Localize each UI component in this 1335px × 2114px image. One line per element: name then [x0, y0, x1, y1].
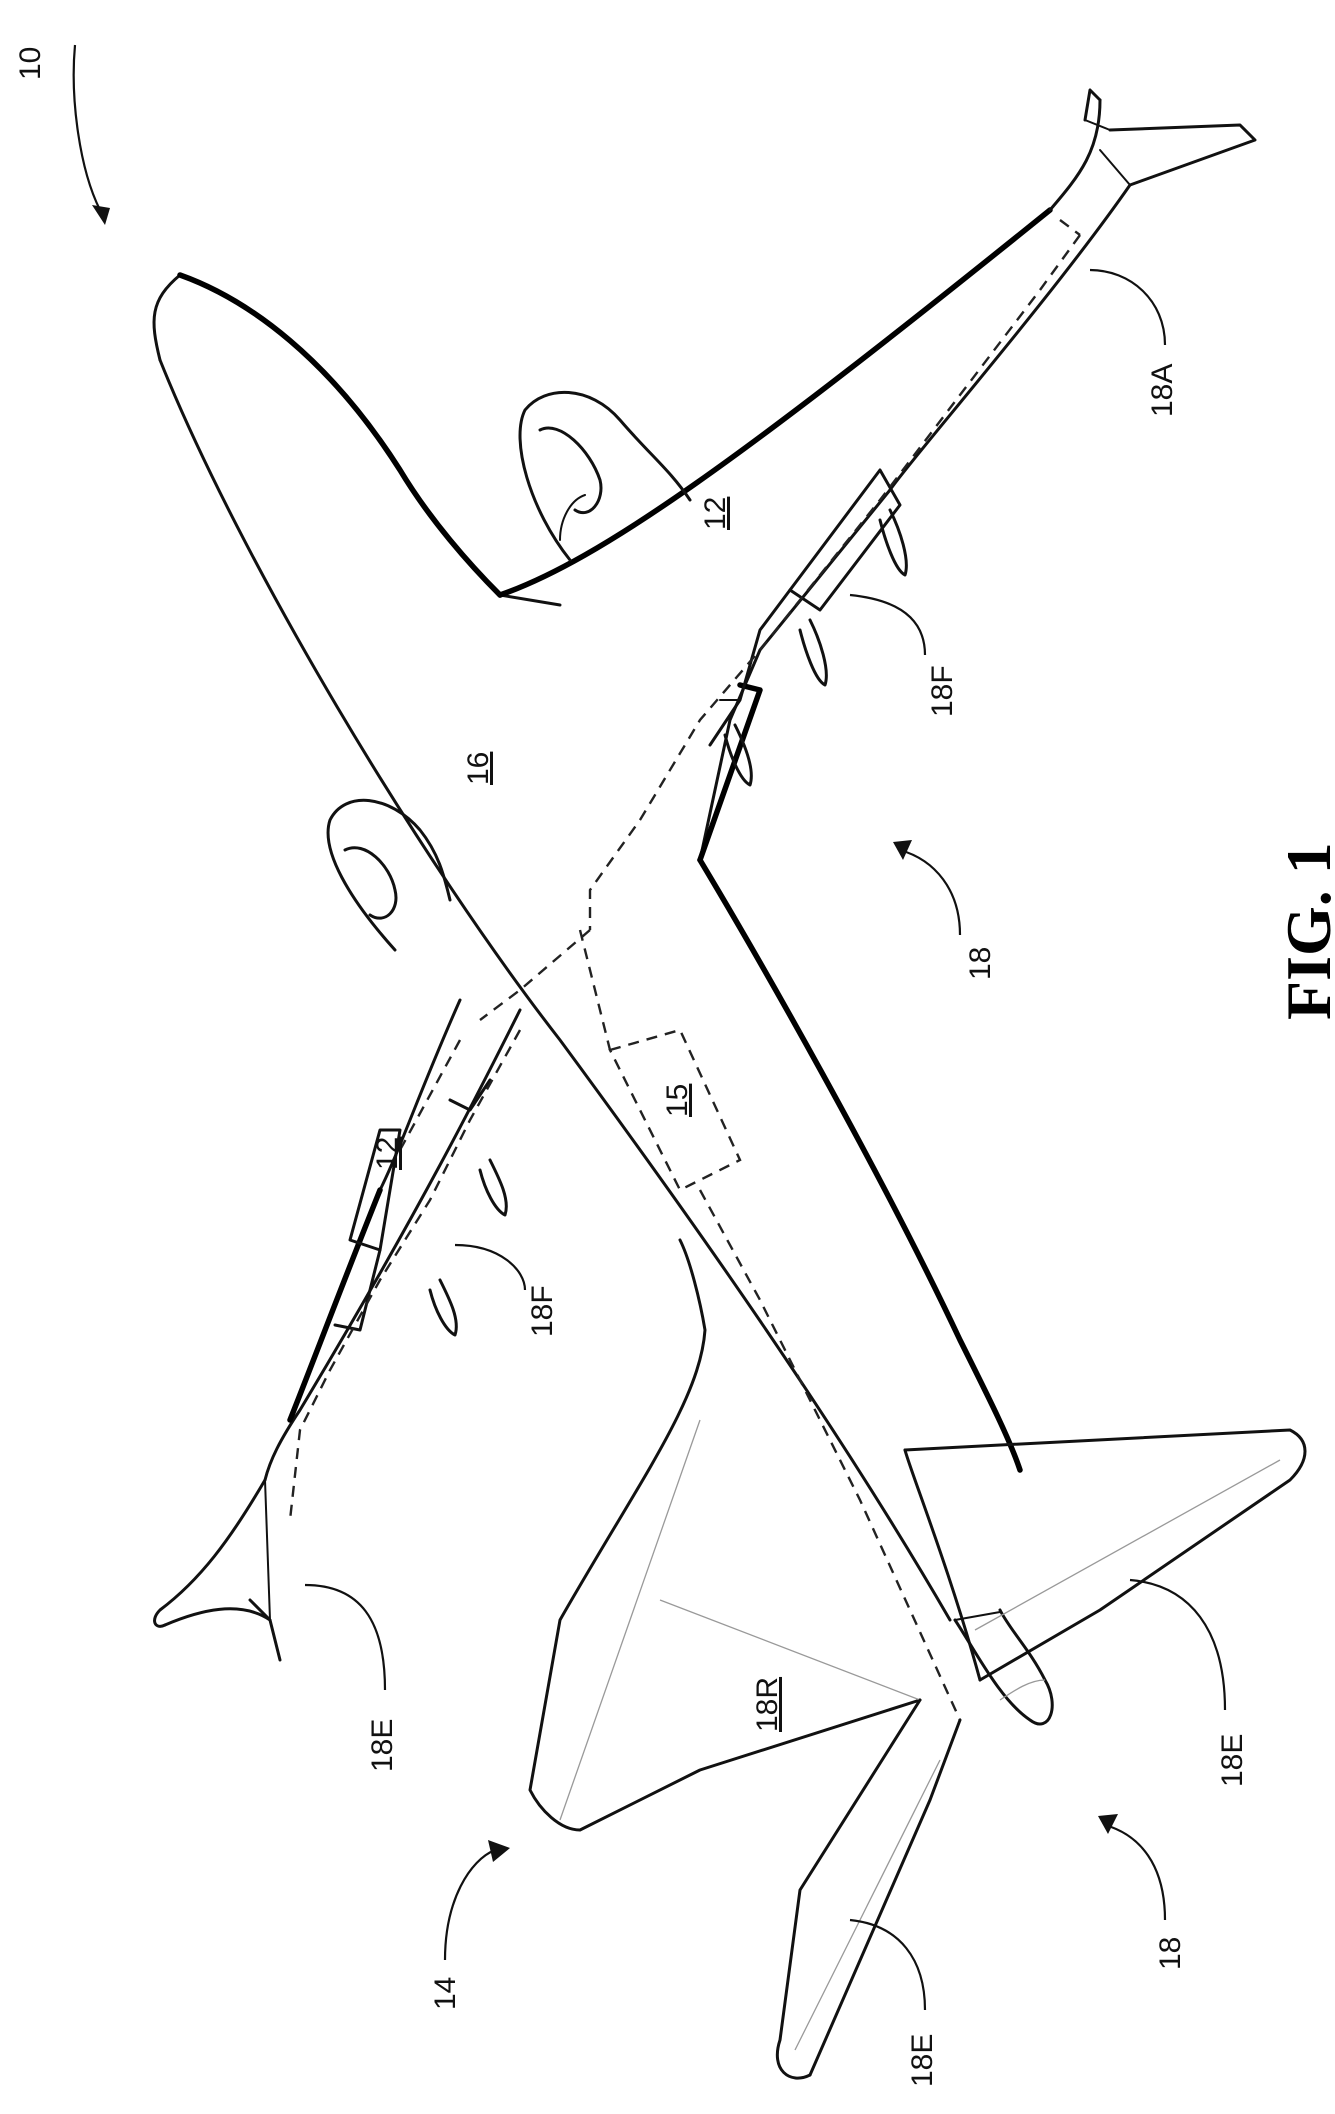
engine-left	[328, 800, 450, 950]
arrow-aircraft	[92, 205, 110, 225]
label-flap-left: 18F	[526, 1285, 559, 1337]
label-elevator-bottom: 18E	[906, 2034, 939, 2087]
label-aileron: 18A	[1146, 364, 1179, 417]
label-wing-right: 12	[699, 497, 732, 530]
leader-aileron	[1090, 270, 1165, 345]
tail-assembly	[530, 1240, 1305, 2078]
label-rudder: 18R	[751, 1677, 784, 1732]
leader-elevator-left-wingtip	[305, 1585, 385, 1690]
leader-tail-assembly	[445, 1850, 495, 1960]
arrow-control-surfaces-tail	[1098, 1814, 1118, 1834]
label-control-surfaces-tail: 18	[1154, 1937, 1187, 1970]
leader-control-surfaces-tail	[1105, 1825, 1165, 1920]
label-elevator-right: 18E	[1216, 1734, 1249, 1787]
leader-flap-right	[850, 595, 925, 655]
leader-aircraft	[74, 45, 100, 210]
wing-left	[155, 1000, 520, 1660]
fuselage-outline	[154, 275, 1052, 1724]
label-tail-assembly: 14	[429, 1977, 462, 2010]
label-elevator-left-wingtip: 18E	[366, 1719, 399, 1772]
label-controller: 15	[661, 1084, 694, 1117]
wing-right	[480, 90, 1255, 1020]
label-fuselage: 16	[462, 752, 495, 785]
leader-control-surfaces-center	[900, 850, 960, 935]
leader-elevator-right	[1130, 1580, 1225, 1710]
label-flap-right: 18F	[926, 665, 959, 717]
arrow-control-surfaces-center	[893, 840, 912, 860]
leader-flap-left	[455, 1245, 525, 1290]
label-wing-left: 12	[371, 1137, 404, 1170]
label-control-surfaces-center: 18	[964, 947, 997, 980]
label-aircraft: 10	[14, 47, 47, 80]
engine-right	[520, 392, 690, 560]
arrow-tail-assembly	[488, 1840, 510, 1862]
figure-caption: FIG. 1	[1273, 842, 1335, 1020]
leader-elevator-bottom	[850, 1920, 925, 2010]
